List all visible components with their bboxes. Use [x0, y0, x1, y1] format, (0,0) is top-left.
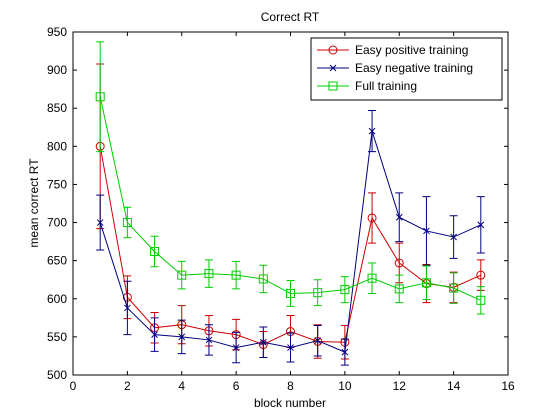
- y-tick-label-900: 900: [47, 63, 67, 77]
- legend-label-1: Easy negative training: [355, 61, 473, 75]
- data-point-s2-1: [122, 218, 132, 228]
- error-bar-s2-14: [476, 286, 485, 315]
- data-point-s0-14: [476, 270, 486, 280]
- data-point-s1-12: [423, 227, 430, 235]
- legend-box: [310, 37, 503, 101]
- data-point-s1-1: [124, 304, 131, 312]
- data-point-s2-3: [177, 270, 187, 280]
- y-tick-label-650: 650: [47, 254, 67, 268]
- y-tick-label-700: 700: [47, 216, 67, 230]
- x-tick-label-6: 6: [233, 379, 240, 393]
- y-tick-label-800: 800: [47, 139, 67, 153]
- chart-title: Correct RT: [261, 10, 320, 24]
- data-point-s1-5: [232, 344, 240, 351]
- series-2: [95, 41, 486, 315]
- series-line-2: [99, 96, 482, 301]
- data-point-s2-7: [286, 288, 295, 298]
- data-point-s2-12: [421, 278, 431, 288]
- legend-label-2: Full training: [355, 79, 417, 93]
- data-point-s1-3: [178, 333, 186, 341]
- series-1: [96, 110, 485, 366]
- x-tick-label-4: 4: [178, 379, 185, 393]
- data-point-s2-6: [258, 274, 268, 284]
- y-tick-label-950: 950: [47, 25, 67, 39]
- data-point-s1-4: [205, 336, 213, 344]
- data-point-s1-7: [287, 344, 294, 351]
- y-tick-label-750: 750: [47, 177, 67, 191]
- data-point-s1-2: [151, 331, 158, 338]
- data-point-s0-11: [394, 258, 404, 268]
- y-tick-label-500: 500: [47, 368, 67, 382]
- x-tick-label-12: 12: [393, 379, 407, 393]
- y-tick-label-550: 550: [47, 330, 67, 344]
- data-point-s2-4: [204, 269, 214, 279]
- series-layer: [95, 41, 486, 366]
- legend: Easy positive training Easy negative trai…: [310, 37, 503, 101]
- data-point-s1-9: [341, 348, 349, 356]
- x-tick-label-2: 2: [124, 379, 131, 393]
- data-point-s2-11: [394, 284, 404, 294]
- data-point-s1-8: [314, 337, 322, 345]
- data-point-s1-10: [368, 127, 376, 135]
- data-point-s1-6: [259, 338, 267, 346]
- data-point-s2-8: [313, 288, 323, 298]
- data-point-s2-13: [449, 283, 459, 293]
- legend-marker-2: [328, 81, 338, 91]
- x-tick-label-16: 16: [501, 379, 515, 393]
- x-tick-label-8: 8: [287, 379, 294, 393]
- y-tick-label-600: 600: [47, 292, 67, 306]
- series-line-0: [99, 146, 482, 346]
- x-tick-label-0: 0: [70, 379, 77, 393]
- data-point-s2-14: [476, 295, 486, 305]
- x-axis-label: block number: [254, 396, 326, 410]
- data-point-s1-14: [477, 221, 485, 229]
- axis-ticks: 0 2 4 6 8 10 12 14 16 500 550 600 650 700 750 800 850 900…: [47, 25, 515, 393]
- data-point-s0-10: [367, 213, 377, 223]
- data-point-s2-2: [150, 247, 160, 257]
- x-tick-label-14: 14: [447, 379, 461, 393]
- data-point-s2-10: [367, 273, 377, 283]
- legend-marker-1: [329, 64, 337, 72]
- data-point-s2-9: [340, 285, 350, 295]
- data-point-s1-11: [395, 213, 403, 221]
- data-point-s2-0: [95, 92, 105, 102]
- y-tick-label-850: 850: [47, 101, 67, 115]
- legend-label-0: Easy positive training: [355, 43, 468, 57]
- legend-marker-0: [328, 45, 338, 55]
- data-point-s2-5: [231, 270, 241, 280]
- x-tick-label-10: 10: [338, 379, 352, 393]
- data-point-s1-13: [450, 233, 457, 241]
- data-point-s1-0: [96, 219, 104, 226]
- y-axis-label: mean correct RT: [27, 158, 41, 248]
